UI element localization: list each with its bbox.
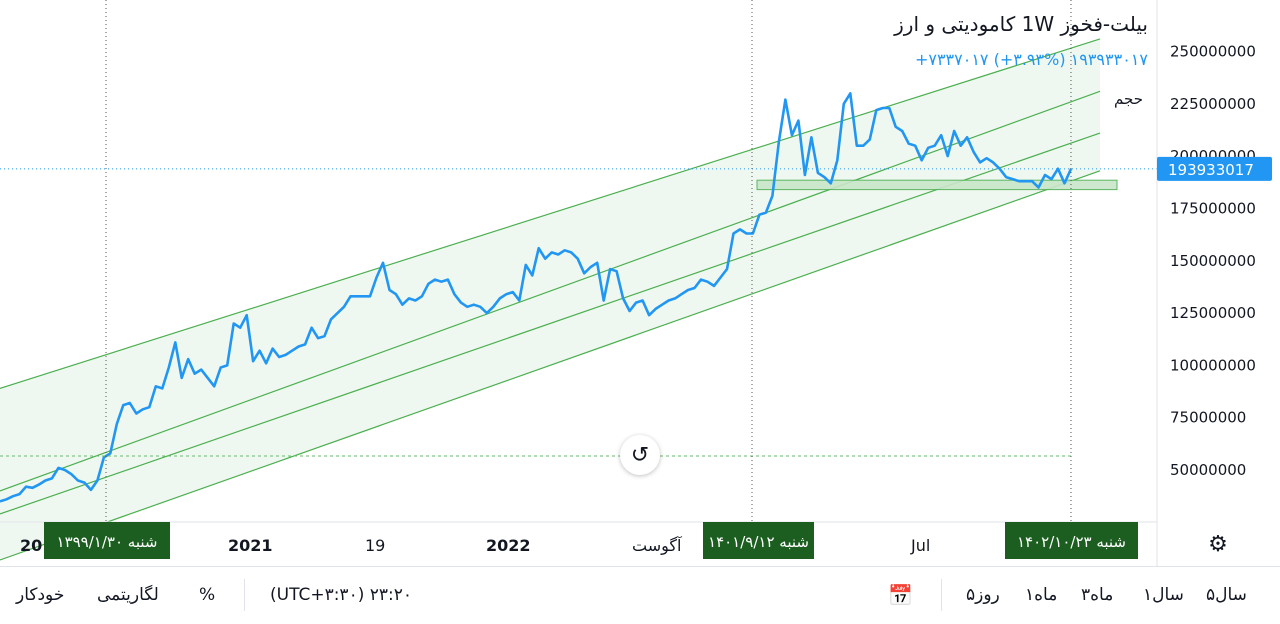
support-zone <box>756 179 1118 191</box>
settings-button[interactable]: ⚙ <box>1203 531 1233 557</box>
gear-icon: ⚙ <box>1208 531 1228 557</box>
x-tick-label: 19 <box>365 536 385 555</box>
x-tick-label: 2021 <box>228 536 273 555</box>
auto-scale-button[interactable]: خودکار <box>16 585 65 605</box>
log-scale-button[interactable]: لگاریتمی <box>97 585 159 605</box>
range-1y-button[interactable]: ۱سال <box>1143 585 1184 605</box>
date-label-bg <box>703 522 814 559</box>
y-tick-label: 175000000 <box>1170 199 1256 217</box>
price-line <box>0 92 1073 503</box>
x-tick-label: 20 <box>20 536 42 555</box>
crosshair <box>0 0 1157 522</box>
legend-price-change: +۷۳۳۷۰۱۷ (+۳.۹۳%) ۱۹۳۹۳۳۰۱۷ <box>914 50 1148 69</box>
x-tick-label: Jul <box>910 536 930 555</box>
y-tick-label: 100000000 <box>1170 356 1256 374</box>
channel <box>0 38 1118 561</box>
date-label: شنبه ۱۴۰۱/۹/۱۲ <box>708 533 809 551</box>
date-label: شنبه ۱۳۹۹/۱/۳۰ <box>57 533 158 551</box>
channel-line-2 <box>0 132 1101 515</box>
date-label-bg <box>44 522 170 559</box>
range-3m-button[interactable]: ۳ماه <box>1081 585 1114 605</box>
x-axis: 20 2021 19 2022 آگوست Jul شنبه ۱۳۹۹/۱/۳۰ شنبه ۱… <box>0 521 1157 559</box>
legend-title: بیلت-فخوز 1W کامودیتی و ارز <box>894 12 1148 36</box>
timezone-button[interactable]: (UTC+۳:۳۰) ۲۳:۲۰ <box>270 585 412 605</box>
channel-line-3 <box>0 170 1101 561</box>
y-tick-label: 125000000 <box>1170 304 1256 322</box>
x-tick-label: آگوست <box>632 536 683 556</box>
reset-chart-button[interactable]: ↺ <box>620 435 660 475</box>
y-tick-label: 150000000 <box>1170 252 1256 270</box>
last-price-label-bg <box>1157 156 1272 181</box>
price-chart[interactable]: 2500000002250000002000000001750000001500… <box>0 0 1280 566</box>
reset-icon: ↺ <box>630 442 650 468</box>
legend-volume: حجم <box>1114 90 1143 108</box>
y-tick-label: 50000000 <box>1170 461 1246 479</box>
channel-line-1 <box>0 90 1101 492</box>
price-series <box>0 92 1073 503</box>
bottom-toolbar: خودکار لگاریتمی % (UTC+۳:۳۰) ۲۳:۲۰ 📅 ۵رو… <box>0 566 1280 624</box>
x-tick-label: 2022 <box>486 536 531 555</box>
y-tick-label: 75000000 <box>1170 409 1246 427</box>
range-5y-button[interactable]: ۵سال <box>1206 585 1247 605</box>
channel-line-0 <box>0 38 1101 389</box>
y-tick-label: 225000000 <box>1170 95 1256 113</box>
y-tick-label: 250000000 <box>1170 43 1256 61</box>
date-label: شنبه ۱۴۰۲/۱۰/۲۳ <box>1017 533 1126 551</box>
percent-scale-button[interactable]: % <box>199 585 216 605</box>
date-label-bg <box>1005 522 1138 559</box>
last-price-label: 193933017 <box>1168 161 1254 179</box>
range-1m-button[interactable]: ۱ماه <box>1025 585 1058 605</box>
channel-fill <box>0 38 1100 560</box>
calendar-icon[interactable]: 📅 <box>888 583 913 607</box>
y-axis: 2500000002250000002000000001750000001500… <box>1156 0 1272 566</box>
range-5d-button[interactable]: ۵روز <box>966 585 1000 605</box>
